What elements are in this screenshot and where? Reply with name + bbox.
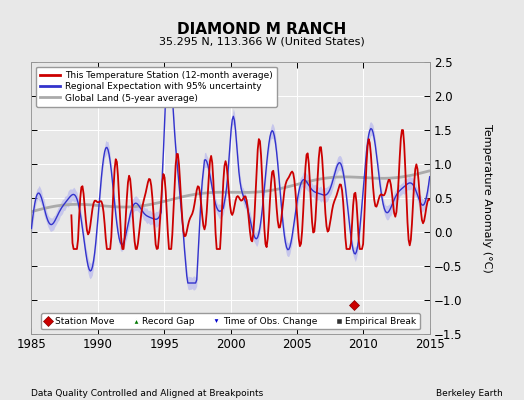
Text: 35.295 N, 113.366 W (United States): 35.295 N, 113.366 W (United States) <box>159 37 365 47</box>
Text: Data Quality Controlled and Aligned at Breakpoints: Data Quality Controlled and Aligned at B… <box>31 389 264 398</box>
Text: Berkeley Earth: Berkeley Earth <box>436 389 503 398</box>
Y-axis label: Temperature Anomaly (°C): Temperature Anomaly (°C) <box>482 124 492 272</box>
Legend: Station Move, Record Gap, Time of Obs. Change, Empirical Break: Station Move, Record Gap, Time of Obs. C… <box>41 313 420 330</box>
Text: DIAMOND M RANCH: DIAMOND M RANCH <box>178 22 346 37</box>
